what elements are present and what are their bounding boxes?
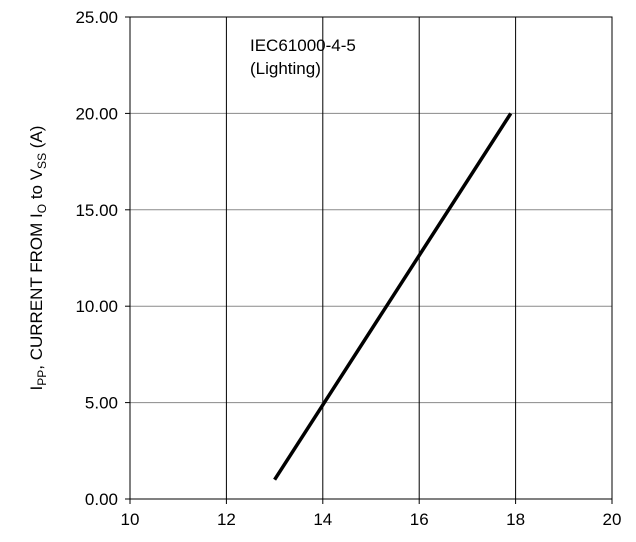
x-tick-label-1: 12 bbox=[217, 510, 236, 529]
series-line-0 bbox=[273, 112, 513, 481]
y-tick-label-4: 20.00 bbox=[75, 104, 118, 123]
y-axis-label: IPP, CURRENT FROM IO to VSS (A) bbox=[27, 126, 49, 391]
x-tick-labels: 10 12 14 16 18 20 bbox=[121, 499, 622, 529]
y-axis-label-part-1: PP bbox=[35, 370, 49, 386]
y-axis-label-part-0: I bbox=[27, 386, 46, 391]
y-axis-label-part-3: O bbox=[35, 204, 49, 213]
annotation-line-2: (Lighting) bbox=[250, 59, 321, 78]
series-layer bbox=[273, 112, 513, 481]
plot-frame bbox=[129, 16, 613, 500]
x-tick-label-2: 14 bbox=[313, 510, 332, 529]
grid-layer bbox=[130, 17, 612, 499]
y-tick-labels: 0.00 5.00 10.00 15.00 20.00 25.00 bbox=[75, 8, 130, 509]
y-tick-label-3: 15.00 bbox=[75, 201, 118, 220]
y-tick-label-1: 5.00 bbox=[85, 394, 118, 413]
y-tick-label-2: 10.00 bbox=[75, 297, 118, 316]
y-axis-label-part-2: , CURRENT FROM I bbox=[27, 213, 46, 369]
x-tick-label-5: 20 bbox=[603, 510, 622, 529]
x-tick-label-3: 16 bbox=[410, 510, 429, 529]
y-tick-label-5: 25.00 bbox=[75, 8, 118, 27]
annotation-line-1: IEC61000-4-5 bbox=[250, 36, 356, 55]
x-tick-label-4: 18 bbox=[506, 510, 525, 529]
y-axis-label-part-4: to V bbox=[27, 168, 46, 204]
y-axis-label-part-6: (A) bbox=[27, 126, 46, 153]
y-axis-label-part-5: SS bbox=[35, 153, 49, 169]
x-tick-label-0: 10 bbox=[121, 510, 140, 529]
y-tick-label-0: 0.00 bbox=[85, 490, 118, 509]
